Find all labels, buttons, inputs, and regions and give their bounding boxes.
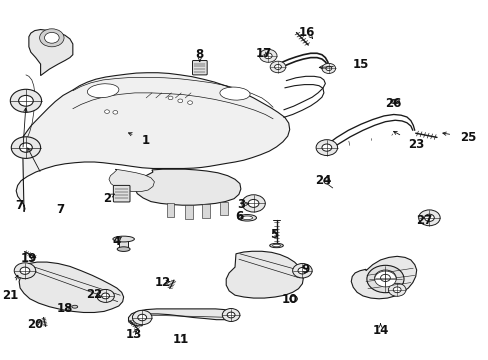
Circle shape bbox=[259, 49, 276, 62]
Polygon shape bbox=[19, 262, 123, 312]
Circle shape bbox=[269, 61, 285, 73]
Text: 16: 16 bbox=[299, 26, 315, 39]
Circle shape bbox=[418, 210, 439, 226]
Text: 14: 14 bbox=[372, 324, 388, 337]
Circle shape bbox=[97, 289, 114, 302]
Ellipse shape bbox=[238, 215, 256, 221]
Circle shape bbox=[102, 293, 109, 299]
Circle shape bbox=[366, 265, 403, 293]
Circle shape bbox=[321, 144, 331, 151]
Text: 12: 12 bbox=[154, 276, 170, 289]
Circle shape bbox=[11, 137, 41, 158]
Circle shape bbox=[104, 110, 109, 113]
Text: 18: 18 bbox=[57, 302, 73, 315]
Polygon shape bbox=[202, 204, 209, 218]
Circle shape bbox=[20, 143, 32, 152]
Text: 4: 4 bbox=[112, 235, 121, 248]
Ellipse shape bbox=[242, 216, 252, 220]
Circle shape bbox=[132, 310, 152, 325]
FancyBboxPatch shape bbox=[192, 60, 207, 75]
Polygon shape bbox=[119, 239, 128, 249]
Circle shape bbox=[374, 270, 395, 286]
Ellipse shape bbox=[113, 236, 134, 242]
Polygon shape bbox=[350, 256, 416, 299]
Polygon shape bbox=[109, 169, 154, 192]
Circle shape bbox=[325, 66, 331, 71]
Text: 19: 19 bbox=[20, 252, 37, 265]
Circle shape bbox=[242, 195, 265, 212]
Circle shape bbox=[222, 309, 240, 321]
Text: 11: 11 bbox=[173, 333, 189, 346]
Circle shape bbox=[113, 111, 118, 114]
Circle shape bbox=[321, 63, 335, 73]
Polygon shape bbox=[128, 309, 237, 326]
Circle shape bbox=[424, 214, 433, 221]
Ellipse shape bbox=[392, 100, 397, 103]
Text: 25: 25 bbox=[459, 131, 476, 144]
Polygon shape bbox=[226, 251, 303, 298]
Text: 10: 10 bbox=[281, 293, 297, 306]
Text: 1: 1 bbox=[142, 134, 150, 147]
Text: 21: 21 bbox=[2, 289, 19, 302]
Ellipse shape bbox=[272, 244, 280, 247]
Ellipse shape bbox=[72, 305, 78, 308]
Text: 3: 3 bbox=[236, 198, 244, 211]
Text: 13: 13 bbox=[125, 328, 141, 341]
Circle shape bbox=[227, 312, 235, 318]
Circle shape bbox=[40, 29, 64, 47]
Circle shape bbox=[19, 95, 33, 106]
Text: 23: 23 bbox=[408, 138, 424, 150]
Circle shape bbox=[292, 264, 311, 278]
Circle shape bbox=[187, 101, 192, 104]
Text: 9: 9 bbox=[301, 263, 309, 276]
Polygon shape bbox=[166, 203, 174, 217]
Polygon shape bbox=[16, 73, 289, 212]
Text: 24: 24 bbox=[314, 174, 330, 187]
Ellipse shape bbox=[220, 87, 249, 100]
Circle shape bbox=[387, 283, 405, 296]
Text: 15: 15 bbox=[352, 58, 368, 71]
Circle shape bbox=[14, 263, 36, 279]
Ellipse shape bbox=[87, 84, 119, 98]
Circle shape bbox=[374, 271, 395, 287]
Circle shape bbox=[297, 267, 306, 274]
Ellipse shape bbox=[269, 243, 283, 248]
Circle shape bbox=[315, 140, 337, 156]
Text: 26: 26 bbox=[385, 97, 401, 110]
Circle shape bbox=[138, 314, 146, 321]
Circle shape bbox=[248, 199, 259, 207]
Circle shape bbox=[44, 32, 59, 43]
Text: 2: 2 bbox=[103, 192, 111, 204]
Text: 6: 6 bbox=[234, 210, 243, 223]
Circle shape bbox=[274, 64, 281, 69]
Polygon shape bbox=[135, 169, 241, 205]
FancyBboxPatch shape bbox=[113, 185, 130, 202]
Text: 7: 7 bbox=[15, 199, 23, 212]
Text: 27: 27 bbox=[416, 214, 432, 227]
Ellipse shape bbox=[390, 99, 399, 104]
Ellipse shape bbox=[289, 296, 297, 302]
Circle shape bbox=[20, 267, 30, 274]
Circle shape bbox=[392, 287, 400, 293]
Text: 5: 5 bbox=[269, 228, 278, 241]
Text: 7: 7 bbox=[56, 203, 64, 216]
Text: 17: 17 bbox=[256, 47, 272, 60]
Circle shape bbox=[168, 96, 173, 100]
Polygon shape bbox=[29, 30, 73, 76]
Circle shape bbox=[10, 89, 41, 112]
Ellipse shape bbox=[117, 247, 130, 251]
Polygon shape bbox=[220, 202, 228, 215]
Polygon shape bbox=[184, 205, 192, 219]
Circle shape bbox=[380, 274, 389, 282]
Circle shape bbox=[289, 296, 296, 301]
Circle shape bbox=[264, 53, 271, 59]
Circle shape bbox=[178, 99, 183, 103]
Ellipse shape bbox=[323, 177, 329, 184]
Text: 8: 8 bbox=[195, 48, 203, 61]
Text: 20: 20 bbox=[27, 318, 44, 331]
Text: 22: 22 bbox=[86, 288, 102, 301]
